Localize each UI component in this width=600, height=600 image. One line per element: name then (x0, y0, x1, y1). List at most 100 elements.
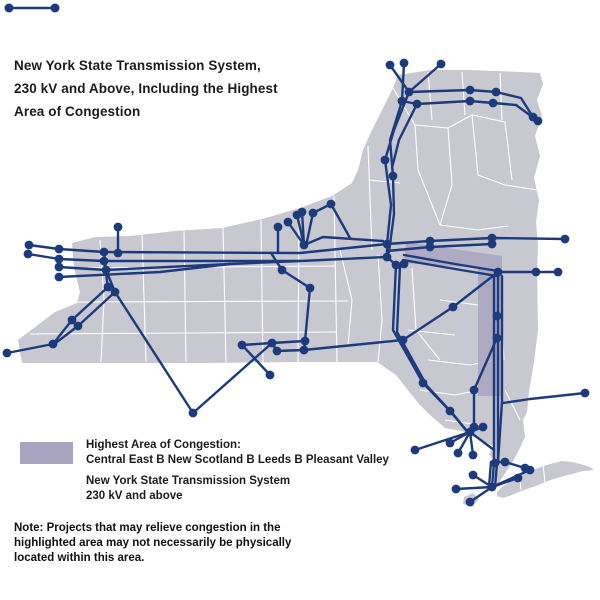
transmission-node (398, 335, 408, 345)
transmission-node (465, 96, 475, 106)
transmission-node (487, 482, 497, 492)
transmission-node (188, 408, 198, 418)
county-line (414, 114, 506, 129)
transmission-node (580, 388, 590, 398)
transmission-node (490, 458, 500, 468)
map-note: Note: Projects that may relieve congesti… (14, 521, 291, 566)
transmission-node (436, 59, 446, 69)
transmission-node (73, 321, 83, 331)
county-line (29, 331, 337, 335)
transmission-line (240, 343, 272, 377)
county-line (333, 195, 338, 363)
transmission-node (533, 116, 543, 126)
transmission-node (273, 222, 283, 232)
transmission-node (388, 171, 398, 181)
transmission-line (407, 62, 443, 94)
transmission-node (453, 448, 463, 458)
transmission-node (410, 445, 420, 455)
county-line (427, 71, 433, 121)
county-line (417, 169, 441, 226)
transmission-node (54, 272, 64, 282)
transmission-node (67, 315, 77, 325)
transmission-node (478, 422, 488, 432)
transmission-node (382, 252, 392, 262)
transmission-node (382, 239, 392, 249)
transmission-node (23, 249, 33, 259)
transmission-node (465, 427, 475, 437)
transmission-node (465, 497, 475, 507)
transmission-node (488, 98, 498, 108)
transmission-node (468, 470, 478, 480)
transmission-line (302, 235, 385, 247)
county-line (542, 463, 546, 484)
transmission-node (404, 87, 414, 97)
county-line (260, 219, 264, 363)
transmission-node (553, 267, 563, 277)
transmission-line (27, 243, 61, 251)
transmission-node (48, 339, 58, 349)
transmission-line (302, 270, 500, 352)
transmission-line (269, 251, 312, 343)
transmission-node (445, 438, 455, 448)
transmission-line (57, 262, 232, 279)
transmission-line (487, 460, 493, 489)
transmission-node (391, 260, 401, 270)
transmission-node (448, 302, 458, 312)
transmission-node (103, 282, 113, 292)
county-line (339, 249, 353, 346)
county-line (222, 227, 227, 363)
transmission-node (267, 338, 277, 348)
transmission-line (57, 242, 389, 255)
county-line (367, 179, 401, 184)
transmission-line (304, 211, 315, 248)
transmission-line (385, 236, 567, 246)
county-line (297, 209, 300, 363)
transmission-node (308, 208, 318, 218)
transmission-node (99, 247, 109, 257)
transmission-line (468, 485, 494, 504)
transmission-node (113, 222, 123, 232)
transmission-node (99, 256, 109, 266)
transmission-line (329, 202, 352, 240)
county-line (461, 71, 466, 116)
transmission-line (388, 63, 411, 94)
transmission-line (286, 220, 306, 247)
transmission-node (399, 259, 409, 269)
transmission-line (402, 253, 500, 273)
county-line (504, 389, 521, 421)
transmission-line (51, 268, 117, 347)
transmission-node (54, 254, 64, 264)
transmission-node (465, 85, 475, 95)
county-line (377, 254, 383, 363)
transmission-node (380, 155, 390, 165)
transmission-line (400, 61, 406, 103)
transmission-node (110, 287, 120, 297)
transmission-node (525, 465, 535, 475)
transmission-node (101, 265, 111, 275)
transmission-node (305, 283, 315, 293)
transmission-node (425, 242, 435, 252)
transmission-node (487, 239, 497, 249)
transmission-node (531, 267, 541, 277)
ny-state-silhouette (18, 70, 543, 488)
transmission-node (500, 457, 510, 467)
transmission-node (113, 248, 123, 258)
transmission-line (468, 430, 496, 452)
county-line (471, 114, 506, 186)
map-title: New York State Transmission System, 230 … (14, 54, 278, 123)
transmission-node (397, 96, 407, 106)
transmission-node (54, 262, 64, 272)
transmission-node (2, 348, 12, 358)
transmission-node (468, 450, 478, 460)
map-title-line-3: Area of Congestion (14, 104, 141, 119)
transmission-node (445, 406, 455, 416)
transmission-node (451, 484, 461, 494)
map-title-line-1: New York State Transmission System, (14, 58, 261, 73)
transmission-node (326, 199, 336, 209)
transmission-node (277, 265, 287, 275)
transmission-node (237, 340, 247, 350)
county-line (499, 72, 503, 121)
transmission-line (454, 485, 494, 491)
transmission-node (299, 240, 309, 250)
